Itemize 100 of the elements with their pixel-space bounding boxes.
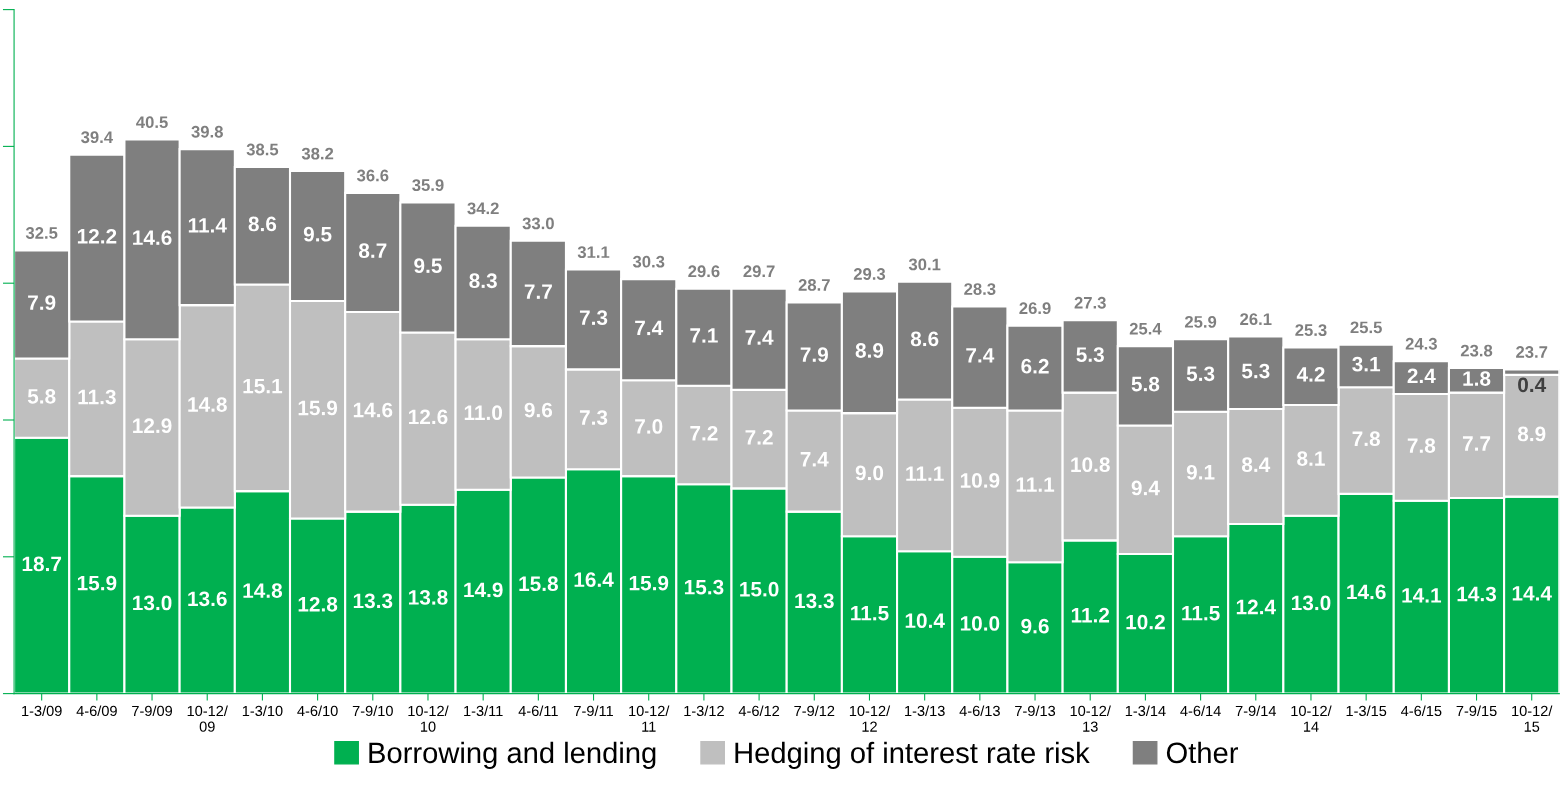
- data-label: 5.3: [1186, 366, 1215, 382]
- data-label: 14.4: [1512, 586, 1552, 601]
- data-label: 9.5: [414, 258, 442, 274]
- data-label: 7.2: [690, 425, 718, 441]
- x-tick-label: 4-6/12: [738, 705, 780, 717]
- total-label: 24.3: [1405, 337, 1437, 350]
- data-label: 13.6: [188, 591, 227, 607]
- x-tick-label: 7-9/10: [352, 705, 393, 717]
- total-label: 39.8: [191, 125, 223, 138]
- data-label: 15.9: [298, 400, 338, 416]
- data-label: 11.5: [1182, 605, 1220, 621]
- x-tick-label: 7-9/14: [1235, 705, 1277, 717]
- data-label: 14.8: [243, 583, 283, 598]
- data-label: 7.9: [28, 295, 56, 310]
- total-label: 36.6: [356, 169, 389, 182]
- data-label: 8.1: [1297, 451, 1325, 466]
- data-label: 11.0: [464, 405, 503, 421]
- data-label: 14.1: [1402, 588, 1442, 603]
- data-label: 2.4: [1407, 368, 1436, 383]
- data-label: 7.8: [1407, 438, 1436, 453]
- data-label: 7.7: [524, 284, 552, 299]
- total-label: 27.3: [1074, 296, 1106, 309]
- data-label: 10.9: [960, 473, 1000, 488]
- data-label: 11.4: [188, 218, 227, 233]
- data-label: 5.3: [1076, 347, 1104, 363]
- data-label: 10.4: [905, 613, 945, 629]
- data-label: 7.4: [635, 320, 664, 336]
- total-label: 26.9: [1019, 302, 1051, 315]
- data-label: 0.4: [1518, 377, 1547, 393]
- total-label: 26.1: [1240, 313, 1272, 326]
- data-label: 14.6: [133, 230, 172, 246]
- x-tick-label: 1-3/09: [22, 705, 62, 717]
- data-label: 9.6: [1021, 618, 1049, 634]
- total-label: 30.1: [908, 258, 941, 271]
- x-tick-label: 4-6/13: [959, 705, 1000, 717]
- x-tick-label: 7-9/09: [132, 705, 173, 717]
- total-label: 25.5: [1350, 321, 1382, 334]
- x-tick-label: 4-6/15: [1401, 705, 1442, 717]
- x-tick-label: 1-3/13: [905, 705, 945, 717]
- data-label: 11.3: [78, 389, 116, 405]
- data-label: 13.3: [795, 593, 834, 609]
- x-tick-label: 1-3/15: [1346, 705, 1387, 717]
- data-label: 15.1: [243, 378, 283, 394]
- x-tick-label: 1-3/10: [242, 705, 283, 717]
- data-label: 13.8: [409, 590, 448, 605]
- total-label: 35.9: [412, 179, 444, 192]
- data-label: 4.2: [1296, 367, 1325, 382]
- data-label: 9.1: [1186, 464, 1215, 480]
- total-label: 25.4: [1129, 322, 1162, 335]
- data-label: 15.3: [684, 579, 724, 595]
- x-tick-label: 7-9/11: [574, 705, 613, 717]
- legend-label: Borrowing and lending: [369, 741, 656, 769]
- x-tick-label: 1-3/11: [464, 705, 503, 717]
- total-label: 32.5: [25, 227, 58, 239]
- total-label: 23.8: [1460, 344, 1493, 357]
- data-label: 9.5: [303, 226, 332, 242]
- data-label: 8.6: [910, 331, 939, 347]
- total-label: 25.3: [1295, 324, 1327, 337]
- x-tick-label: 7-9/13: [1015, 705, 1056, 717]
- data-label: 15.8: [519, 576, 558, 592]
- x-tick-label: 10-12/ 14: [1291, 705, 1332, 732]
- total-label: 40.5: [136, 116, 168, 129]
- data-label: 3.1: [1352, 356, 1381, 372]
- data-label: 7.0: [635, 419, 663, 434]
- data-label: 14.3: [1457, 586, 1497, 602]
- total-label: 25.9: [1184, 315, 1217, 328]
- x-tick-label: 10-12/ 10: [408, 705, 449, 732]
- data-label: 8.3: [469, 273, 497, 289]
- x-tick-label: 10-12/ 12: [849, 705, 891, 732]
- data-label: 7.8: [1352, 431, 1380, 447]
- data-label: 10.2: [1126, 614, 1165, 630]
- total-label: 31.1: [577, 246, 610, 259]
- data-label: 13.3: [353, 593, 393, 609]
- data-label: 7.3: [579, 410, 608, 425]
- data-label: 12.4: [1236, 599, 1276, 615]
- data-label: 15.9: [629, 575, 669, 591]
- x-tick-label: 10-12/ 15: [1512, 705, 1553, 732]
- data-label: 12.2: [77, 228, 117, 244]
- data-label: 7.3: [579, 310, 608, 326]
- data-label: 11.5: [851, 605, 889, 621]
- x-tick-label: 4-6/11: [518, 705, 558, 717]
- data-label: 11.2: [1071, 607, 1110, 623]
- data-label: 16.4: [574, 572, 614, 588]
- total-label: 38.2: [301, 147, 334, 160]
- data-label: 9.4: [1131, 480, 1160, 496]
- total-label: 29.3: [853, 268, 886, 280]
- data-label: 12.8: [298, 596, 338, 612]
- x-tick-label: 4-6/14: [1180, 705, 1221, 717]
- total-label: 28.7: [798, 279, 830, 291]
- data-label: 5.8: [1131, 376, 1160, 392]
- x-tick-label: 7-9/12: [794, 705, 835, 717]
- data-label: 9.6: [524, 402, 553, 418]
- x-tick-label: 1-3/12: [684, 705, 724, 717]
- data-label: 8.6: [248, 216, 277, 232]
- data-label: 18.7: [22, 556, 62, 572]
- legend-label: Other: [1166, 741, 1238, 764]
- data-label: 7.2: [745, 429, 773, 445]
- total-label: 28.3: [964, 283, 996, 295]
- x-tick-label: 1-3/14: [1125, 705, 1166, 717]
- total-label: 34.2: [467, 202, 499, 215]
